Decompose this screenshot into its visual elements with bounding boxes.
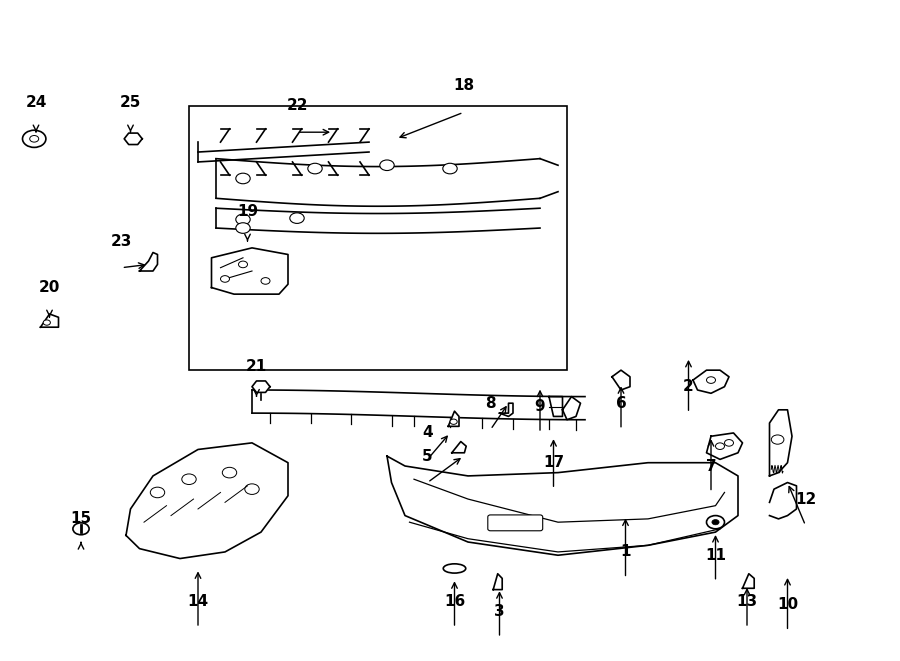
Circle shape <box>290 213 304 223</box>
Text: 2: 2 <box>683 379 694 394</box>
Text: 9: 9 <box>535 399 545 414</box>
Text: 20: 20 <box>39 280 60 295</box>
Polygon shape <box>770 410 792 476</box>
Text: 1: 1 <box>620 545 631 559</box>
Text: 3: 3 <box>494 604 505 619</box>
Circle shape <box>716 443 724 449</box>
Circle shape <box>22 130 46 147</box>
Bar <box>189 106 567 370</box>
Circle shape <box>261 278 270 284</box>
Polygon shape <box>500 403 513 416</box>
Text: 25: 25 <box>120 95 141 110</box>
Circle shape <box>245 484 259 494</box>
Circle shape <box>443 163 457 174</box>
Polygon shape <box>452 442 466 453</box>
Polygon shape <box>493 574 502 590</box>
Circle shape <box>238 261 248 268</box>
Polygon shape <box>549 397 562 416</box>
Circle shape <box>43 320 50 325</box>
Polygon shape <box>770 483 796 519</box>
Circle shape <box>724 440 733 446</box>
Text: 15: 15 <box>70 512 92 526</box>
Circle shape <box>236 214 250 225</box>
Text: 12: 12 <box>795 492 816 506</box>
Circle shape <box>182 474 196 485</box>
Ellipse shape <box>443 564 466 573</box>
Polygon shape <box>448 411 459 426</box>
Polygon shape <box>706 433 742 459</box>
Circle shape <box>236 173 250 184</box>
Circle shape <box>771 435 784 444</box>
Text: 13: 13 <box>736 594 758 609</box>
Text: 5: 5 <box>422 449 433 463</box>
Text: 21: 21 <box>246 360 267 374</box>
Polygon shape <box>252 381 270 393</box>
Text: 11: 11 <box>705 548 726 563</box>
Text: 23: 23 <box>111 234 132 249</box>
Text: 18: 18 <box>453 79 474 93</box>
Text: 4: 4 <box>422 426 433 440</box>
Text: 6: 6 <box>616 396 626 410</box>
Circle shape <box>712 520 719 525</box>
Polygon shape <box>562 397 580 420</box>
Circle shape <box>220 276 230 282</box>
Text: 10: 10 <box>777 598 798 612</box>
Polygon shape <box>140 253 158 271</box>
Polygon shape <box>387 456 738 555</box>
Polygon shape <box>693 370 729 393</box>
Circle shape <box>150 487 165 498</box>
Polygon shape <box>124 133 142 145</box>
Text: 16: 16 <box>444 594 465 609</box>
Text: 14: 14 <box>187 594 209 609</box>
Text: 19: 19 <box>237 204 258 219</box>
Text: 22: 22 <box>286 98 308 113</box>
Polygon shape <box>40 314 58 327</box>
Text: 17: 17 <box>543 455 564 470</box>
Polygon shape <box>126 443 288 559</box>
Circle shape <box>30 136 39 142</box>
Polygon shape <box>742 574 754 588</box>
Circle shape <box>706 377 716 383</box>
Circle shape <box>380 160 394 171</box>
Polygon shape <box>212 248 288 294</box>
Text: 8: 8 <box>485 396 496 410</box>
FancyBboxPatch shape <box>488 515 543 531</box>
Text: 7: 7 <box>706 459 716 473</box>
Text: 24: 24 <box>25 95 47 110</box>
Circle shape <box>308 163 322 174</box>
Circle shape <box>450 419 457 424</box>
Circle shape <box>236 223 250 233</box>
Polygon shape <box>612 370 630 390</box>
Circle shape <box>73 523 89 535</box>
Circle shape <box>222 467 237 478</box>
Circle shape <box>706 516 724 529</box>
